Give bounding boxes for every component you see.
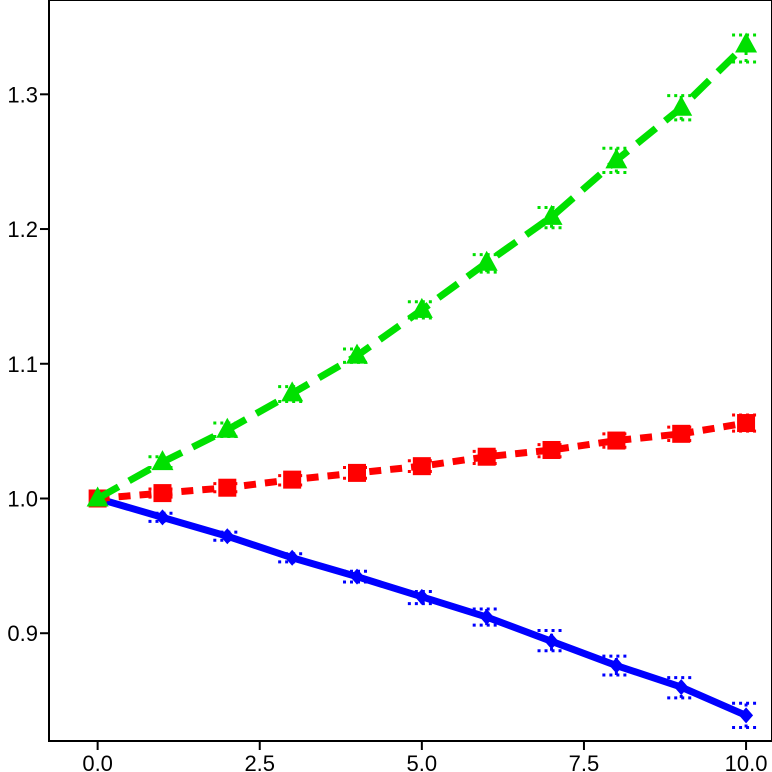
- plot-frame: [48, 0, 772, 742]
- data-point: [544, 633, 559, 650]
- data-point: [477, 447, 496, 466]
- data-point: [479, 609, 494, 626]
- x-tick-label: 0.0: [82, 751, 113, 772]
- data-point: [151, 450, 174, 471]
- data-point: [285, 549, 300, 566]
- data-point: [153, 484, 172, 503]
- data-point: [735, 32, 758, 53]
- data-point: [607, 431, 626, 450]
- x-tick-label: 5.0: [407, 751, 438, 772]
- data-point: [540, 204, 563, 225]
- y-tick-label: 1.0: [7, 486, 38, 511]
- data-point: [350, 568, 365, 585]
- data-point: [86, 486, 109, 507]
- y-tick-label: 1.2: [7, 217, 38, 242]
- data-point: [220, 528, 235, 545]
- data-point: [412, 457, 431, 476]
- data-point: [348, 463, 367, 482]
- data-point: [281, 381, 304, 402]
- data-point: [605, 148, 628, 169]
- x-tick-label: 10.0: [725, 751, 768, 772]
- data-point: [475, 250, 498, 271]
- data-point: [414, 588, 429, 605]
- x-tick-label: 2.5: [244, 751, 275, 772]
- data-point: [216, 417, 239, 438]
- data-point: [410, 297, 433, 318]
- data-point: [155, 509, 170, 526]
- data-point: [739, 707, 754, 724]
- data-point: [218, 478, 237, 497]
- series-layer: [86, 32, 761, 730]
- series-1: [90, 490, 761, 730]
- series-3: [86, 32, 761, 507]
- data-point: [672, 424, 691, 443]
- y-tick-label: 1.3: [7, 82, 38, 107]
- data-point: [542, 440, 561, 459]
- axes-layer: 0.0 2.5 5.0 7.5 10.0 0.9 1.0 1.1 1.2 1.3: [7, 0, 772, 772]
- series-2: [88, 413, 761, 508]
- data-point: [670, 95, 693, 116]
- data-point: [283, 470, 302, 489]
- y-tick-label: 0.9: [7, 621, 38, 646]
- data-point: [609, 657, 624, 674]
- data-point: [737, 414, 756, 433]
- data-point: [674, 679, 689, 696]
- x-tick-label: 7.5: [569, 751, 600, 772]
- y-tick-label: 1.1: [7, 352, 38, 377]
- data-point: [346, 343, 369, 364]
